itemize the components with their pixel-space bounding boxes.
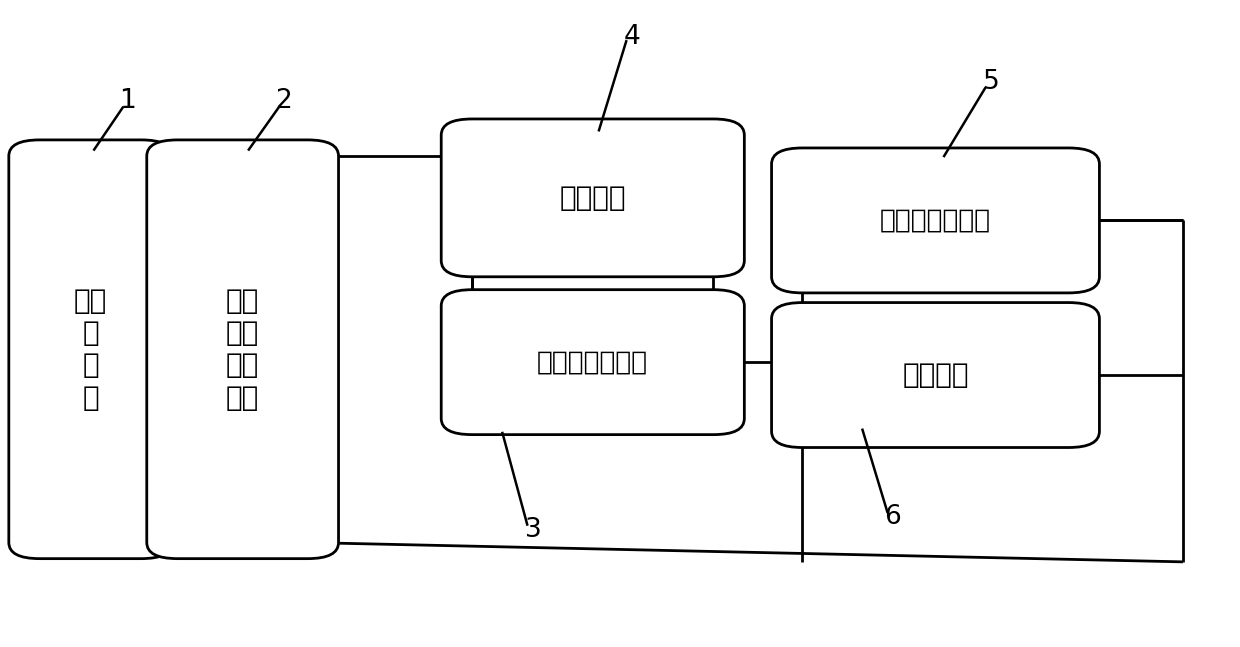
Text: 1: 1 xyxy=(119,88,136,115)
Text: 被测半导体组件: 被测半导体组件 xyxy=(880,208,991,234)
Text: 吸能单元: 吸能单元 xyxy=(903,361,968,389)
Text: 晶闸管触发单元: 晶闸管触发单元 xyxy=(537,349,649,375)
FancyBboxPatch shape xyxy=(9,140,172,558)
FancyBboxPatch shape xyxy=(146,140,339,558)
Text: 测试
电流
产生
单元: 测试 电流 产生 单元 xyxy=(226,287,259,412)
Text: 预充
电
单
元: 预充 电 单 元 xyxy=(74,287,107,412)
FancyBboxPatch shape xyxy=(771,148,1100,293)
FancyBboxPatch shape xyxy=(441,119,744,277)
FancyBboxPatch shape xyxy=(441,290,744,435)
Text: 4: 4 xyxy=(624,24,641,50)
Text: 5: 5 xyxy=(983,69,999,95)
Text: 3: 3 xyxy=(525,517,542,543)
Text: 2: 2 xyxy=(275,88,291,115)
Text: 保护单元: 保护单元 xyxy=(559,184,626,212)
FancyBboxPatch shape xyxy=(771,303,1100,448)
Text: 6: 6 xyxy=(884,504,900,530)
